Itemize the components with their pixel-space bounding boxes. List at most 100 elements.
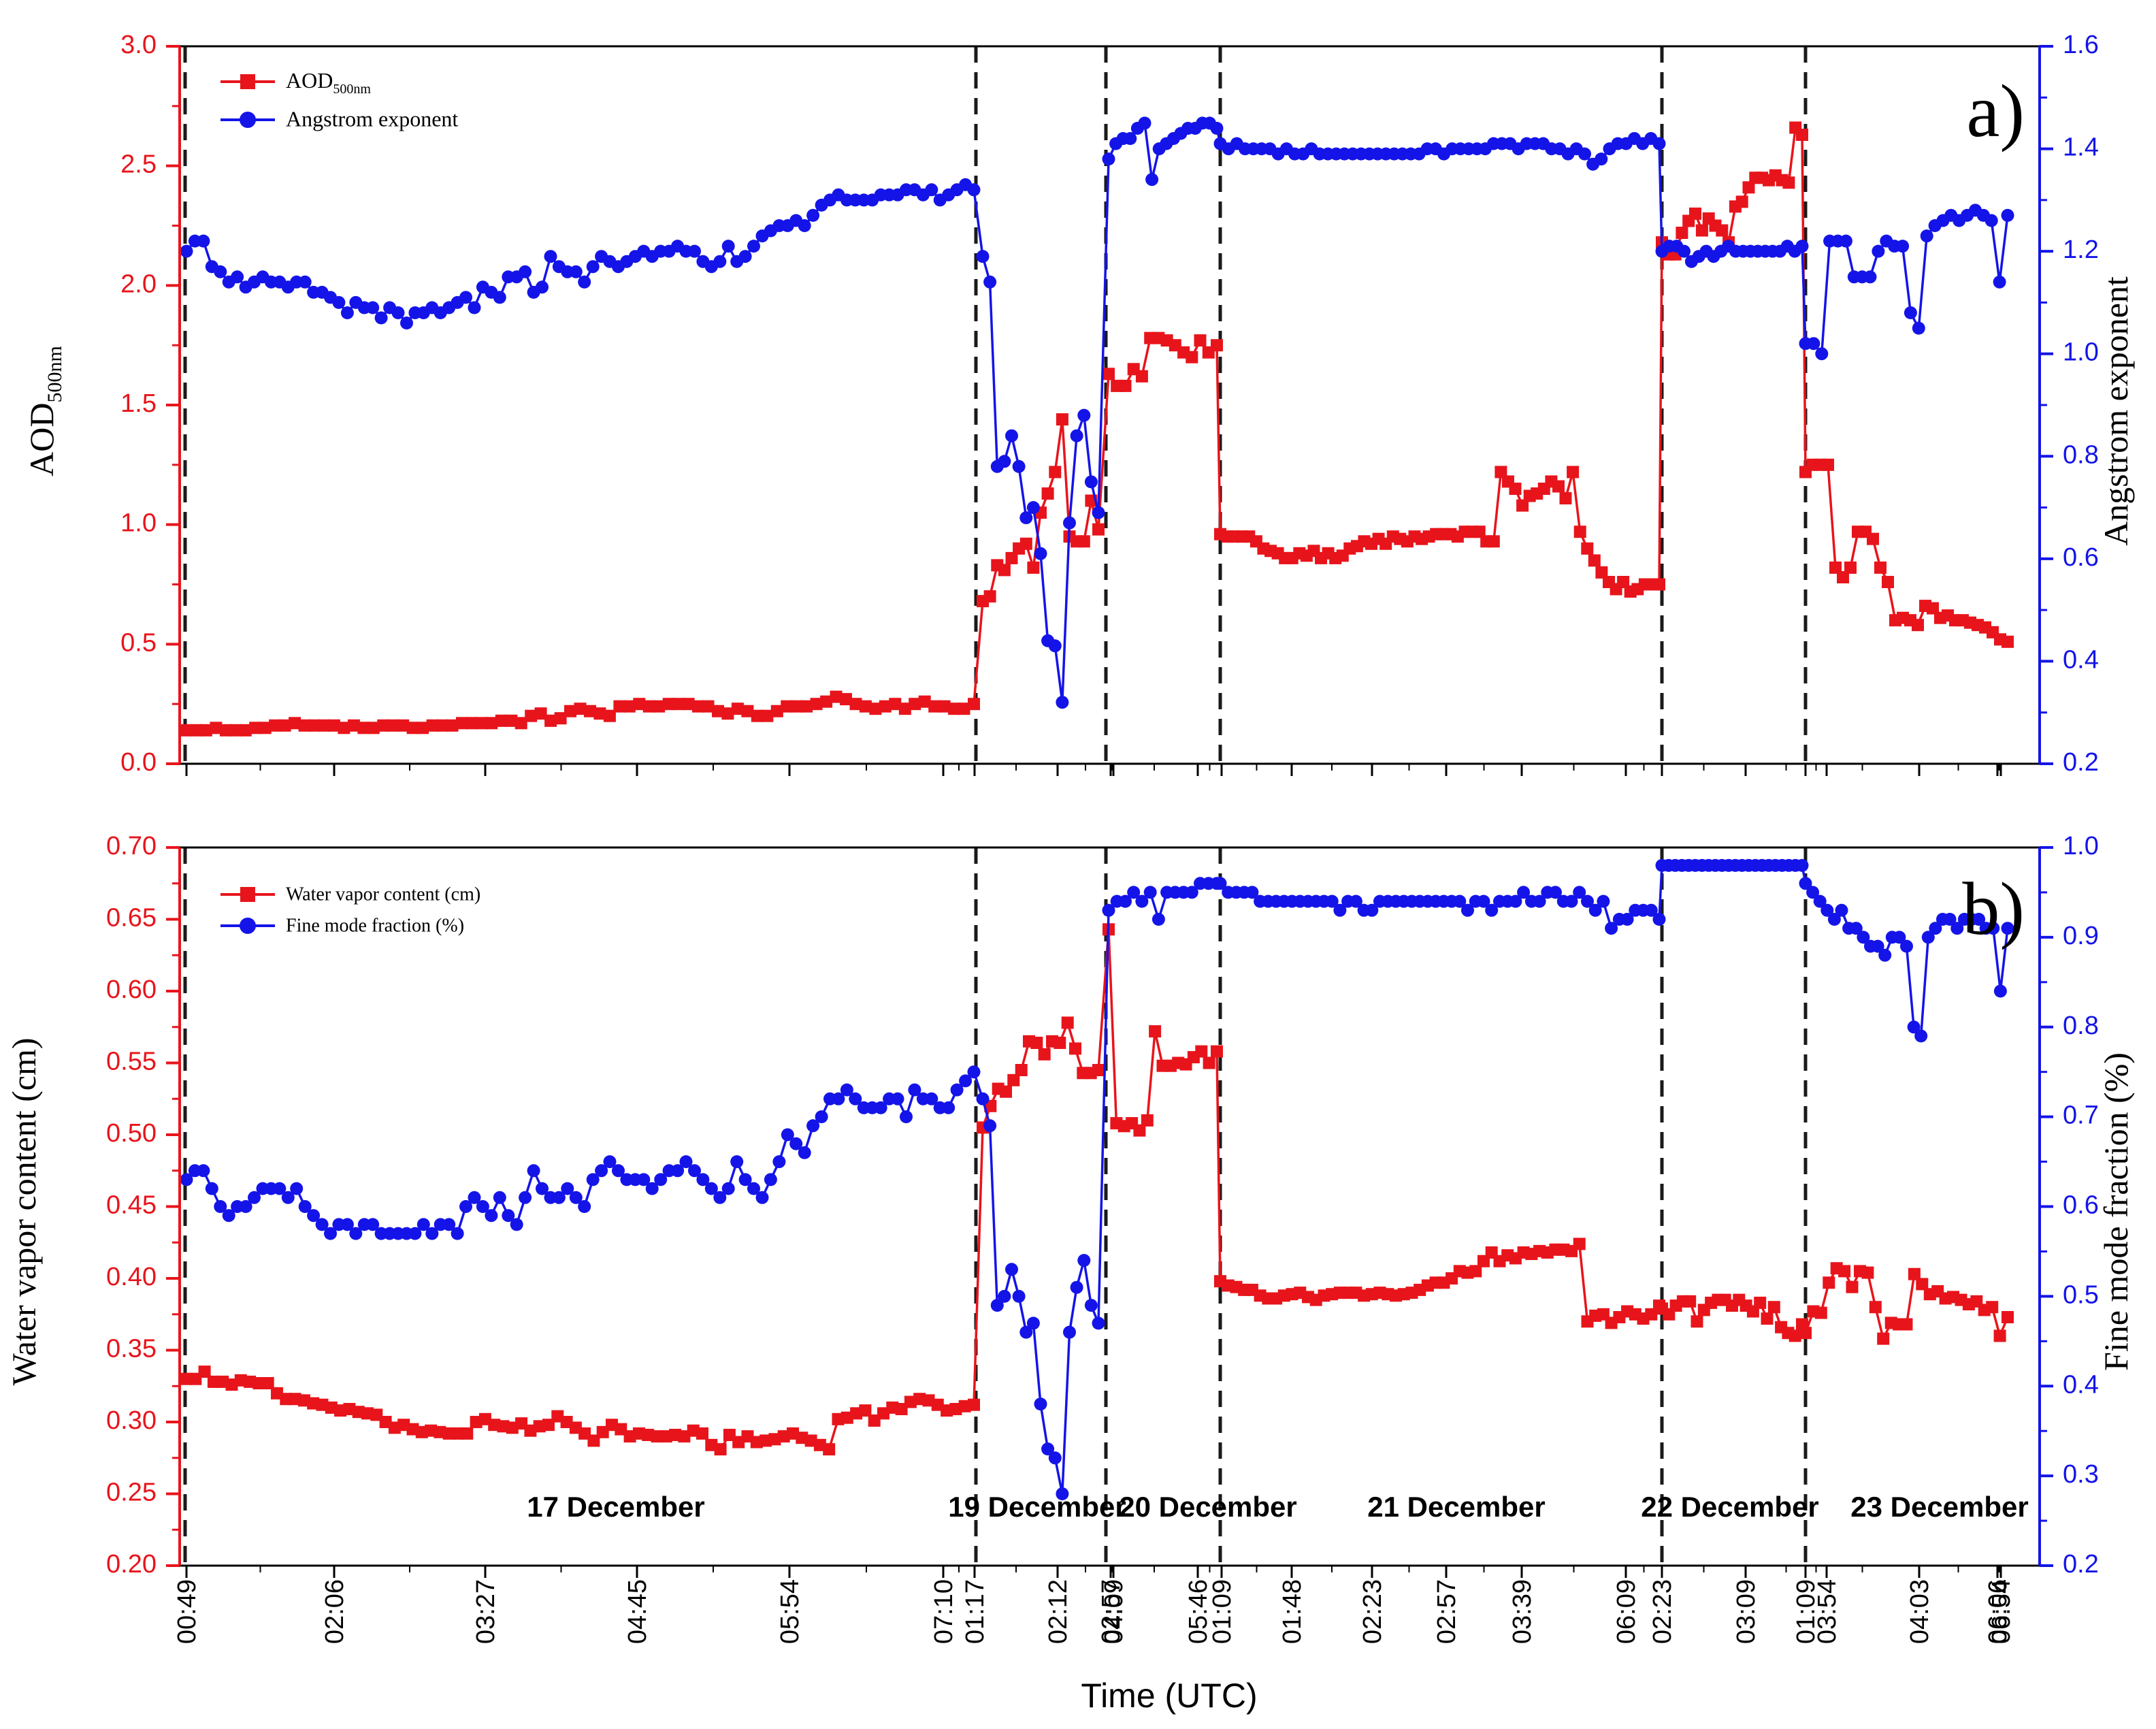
x-tick-label: 02:23 xyxy=(1358,1579,1387,1644)
data-point xyxy=(1056,1487,1069,1500)
data-point xyxy=(332,295,346,309)
data-point xyxy=(249,722,262,734)
data-point xyxy=(781,1128,794,1142)
data-point xyxy=(261,1377,274,1389)
x-tick-label: 04:03 xyxy=(1906,1579,1934,1644)
data-point xyxy=(983,275,997,289)
data-point xyxy=(505,714,518,727)
data-point xyxy=(519,265,532,278)
legend-entry-fine-mode: Fine mode fraction (%) xyxy=(286,915,464,936)
y-left-tick-label: 0.50 xyxy=(106,1119,157,1148)
data-point xyxy=(502,1209,515,1223)
data-point xyxy=(879,700,892,713)
y-left-tick-label: 0.65 xyxy=(106,904,157,933)
data-point xyxy=(1509,894,1522,908)
data-point xyxy=(1135,894,1149,908)
series-water-vapor-content-cm- xyxy=(180,923,2014,1456)
data-point xyxy=(900,1110,913,1124)
data-point xyxy=(534,707,547,720)
series-line xyxy=(185,864,2009,1494)
data-point xyxy=(1203,1056,1215,1069)
data-point xyxy=(278,719,291,732)
data-point xyxy=(948,702,961,715)
data-point xyxy=(338,722,350,734)
data-point xyxy=(1070,1280,1083,1294)
y-left-tick-label: 3.0 xyxy=(120,31,157,59)
data-point xyxy=(1325,894,1339,908)
data-point xyxy=(1185,886,1198,899)
data-point xyxy=(764,1173,777,1186)
data-point xyxy=(214,1200,227,1213)
data-point xyxy=(1533,894,1546,908)
data-point xyxy=(1124,132,1137,145)
data-point xyxy=(770,705,783,717)
data-point xyxy=(1102,903,1115,917)
x-tick-label: 02:23 xyxy=(1648,1579,1677,1644)
legend: AOD500nm Angstrom exponent xyxy=(220,68,458,131)
data-point xyxy=(442,1218,456,1231)
data-point xyxy=(1695,224,1708,237)
data-point xyxy=(1837,571,1849,583)
data-point xyxy=(180,1173,193,1186)
y-right-tick-label: 0.7 xyxy=(2063,1101,2099,1130)
data-point xyxy=(645,1182,659,1195)
data-point xyxy=(1516,499,1529,512)
data-point xyxy=(1993,275,2006,289)
y-right-tick-label: 1.6 xyxy=(2063,31,2099,59)
data-point xyxy=(239,724,252,737)
data-point xyxy=(367,722,380,734)
data-point xyxy=(1005,551,1018,564)
data-point xyxy=(349,1227,363,1240)
data-point xyxy=(1012,1289,1026,1303)
y-right-tick-label: 0.8 xyxy=(2063,1012,2099,1040)
data-point xyxy=(1084,1299,1098,1312)
data-point xyxy=(781,700,794,713)
data-point xyxy=(1799,877,1812,890)
data-point xyxy=(210,722,223,734)
data-point xyxy=(1211,1045,1223,1058)
data-point xyxy=(751,709,764,722)
data-point xyxy=(1567,466,1580,479)
data-point xyxy=(459,291,472,304)
data-point xyxy=(1041,1442,1055,1456)
series-angstrom-exponent xyxy=(180,116,2014,709)
data-point xyxy=(229,724,242,737)
data-point xyxy=(642,700,655,713)
data-point xyxy=(347,719,360,732)
data-point xyxy=(869,702,882,715)
data-point xyxy=(219,724,232,737)
data-point xyxy=(1653,578,1665,591)
data-point xyxy=(493,291,506,304)
data-point xyxy=(561,1182,574,1195)
legend-marker-square xyxy=(240,74,255,89)
data-point xyxy=(584,705,596,717)
day-label: 21 December xyxy=(1367,1491,1546,1523)
data-point xyxy=(1827,913,1841,926)
data-point xyxy=(1054,1037,1066,1049)
data-point xyxy=(1882,576,1894,588)
data-point xyxy=(493,1191,506,1204)
day-label: 22 December xyxy=(1641,1491,1819,1523)
data-point xyxy=(1813,894,1827,908)
data-point xyxy=(1742,181,1755,194)
data-point xyxy=(1102,152,1115,166)
data-point xyxy=(1588,903,1602,917)
data-point xyxy=(603,1155,617,1169)
data-point xyxy=(1063,1325,1076,1339)
data-point xyxy=(713,1191,727,1204)
data-point xyxy=(1119,379,1132,392)
data-point xyxy=(1900,1318,1913,1331)
data-point xyxy=(1795,858,1809,872)
data-point xyxy=(859,1404,872,1417)
data-point xyxy=(623,700,636,713)
data-point xyxy=(1487,535,1500,548)
data-point xyxy=(950,1083,964,1097)
data-point xyxy=(2002,1311,2014,1323)
data-point xyxy=(1987,922,2000,935)
data-point xyxy=(990,1299,1004,1312)
data-point xyxy=(654,1173,668,1186)
data-point xyxy=(239,1200,252,1213)
data-point xyxy=(1077,408,1091,422)
data-point xyxy=(318,719,331,732)
data-point xyxy=(327,719,340,732)
